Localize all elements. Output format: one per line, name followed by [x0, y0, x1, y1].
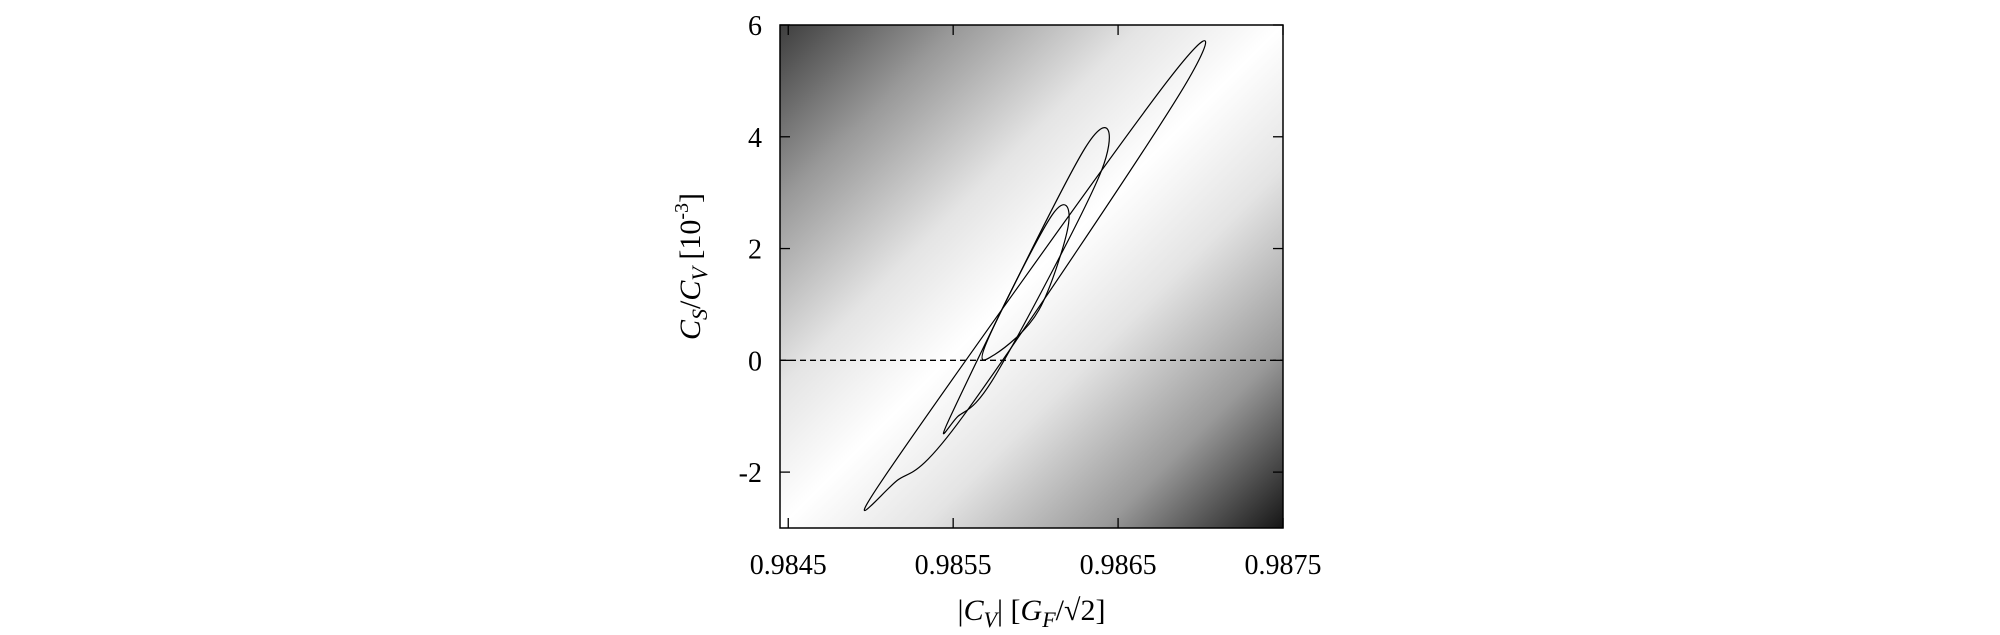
y-tick-label: 2: [748, 235, 762, 266]
plot-frame: [779, 24, 1284, 529]
y-tick-label: 6: [748, 11, 762, 42]
contour-lines: [863, 40, 1207, 512]
x-tick-label: 0.9865: [1080, 550, 1157, 581]
y-tick-label: 4: [748, 123, 762, 154]
axis-ticks: 0.9845 0.9855 0.9865 0.9875 -2 0 2 4 6: [739, 11, 1322, 581]
x-tick-label: 0.9875: [1245, 550, 1322, 581]
y-tick-label: -2: [739, 458, 762, 489]
y-tick-label: 0: [748, 346, 762, 377]
x-axis-label: |CV| [GF/√2]: [958, 594, 1106, 632]
y-axis-label: CS/CV [10-3]: [671, 193, 712, 340]
x-tick-label: 0.9855: [915, 550, 992, 581]
contour-line-3: [863, 40, 1207, 512]
x-tick-label: 0.9845: [750, 550, 827, 581]
plot-background: [780, 25, 1283, 528]
